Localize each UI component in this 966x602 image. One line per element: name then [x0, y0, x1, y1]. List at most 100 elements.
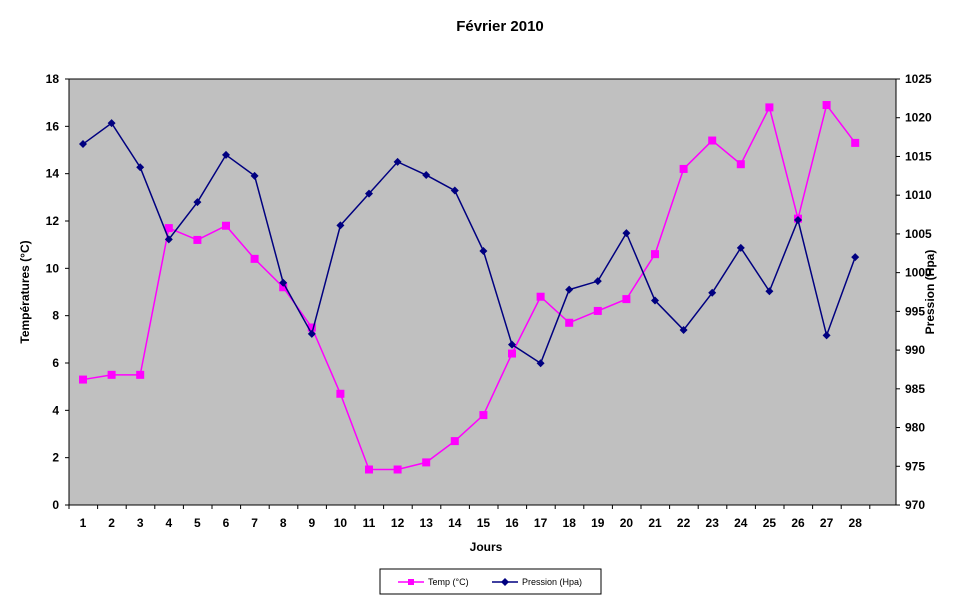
x-tick-label: 27 [820, 516, 834, 530]
x-tick-label: 4 [165, 516, 172, 530]
temp-point [279, 283, 288, 292]
right-tick-label: 1015 [905, 149, 932, 163]
legend-pression-label: Pression (Hpa) [522, 577, 582, 587]
right-tick-label: 975 [905, 459, 925, 473]
x-tick-label: 28 [849, 516, 863, 530]
x-tick-label: 26 [791, 516, 805, 530]
temp-point [365, 465, 373, 474]
pression-point [708, 288, 717, 297]
right-tick-label: 1000 [905, 266, 932, 280]
temp-point [422, 458, 431, 467]
pression-point [679, 325, 688, 334]
left-tick-label: 4 [52, 403, 59, 417]
x-tick-label: 24 [734, 516, 748, 530]
pression-point [593, 277, 602, 286]
x-tick-label: 20 [620, 516, 634, 530]
pression-point [279, 278, 288, 287]
legend-temp-label: Temp (°C) [428, 577, 469, 587]
series-line-pression [82, 122, 856, 365]
temp-point [250, 254, 259, 263]
temp-point [736, 160, 745, 169]
pression-point [651, 296, 659, 305]
x-tick-label: 12 [391, 516, 405, 530]
x-tick-label: 16 [505, 516, 519, 530]
pression-point [450, 186, 459, 195]
temp-point [679, 164, 688, 173]
right-y-axis: 970 975 980 985 990 995 1000 1005 1010 1015 1020 10… [896, 72, 932, 512]
pression-point [365, 189, 373, 198]
pression-point [336, 221, 345, 230]
plot-area [68, 78, 897, 506]
pression-point [136, 163, 145, 172]
pression-point [222, 150, 230, 159]
temp-point [651, 250, 659, 259]
temp-point [393, 465, 402, 474]
x-tick-label: 13 [420, 516, 434, 530]
pression-point [765, 287, 774, 296]
pression-point [822, 331, 831, 340]
x-tick-label: 15 [477, 516, 491, 530]
temp-point [765, 103, 774, 112]
x-tick-label: 2 [108, 516, 115, 530]
pression-point [565, 285, 574, 294]
left-tick-label: 2 [52, 451, 59, 465]
pression-point [79, 140, 87, 149]
legend-pression-marker [501, 578, 509, 586]
x-tick-label: 19 [591, 516, 605, 530]
temp-point [822, 101, 831, 110]
x-tick-label: 14 [448, 516, 462, 530]
pression-point [422, 171, 431, 180]
x-tick-label: 7 [251, 516, 258, 530]
temp-point [479, 411, 488, 420]
left-tick-label: 10 [46, 261, 60, 275]
temp-point [593, 306, 602, 315]
temp-point [565, 318, 574, 327]
pression-point [107, 119, 116, 128]
x-tick-label: 25 [763, 516, 777, 530]
legend-temp-marker [408, 579, 414, 585]
temp-point [851, 138, 860, 147]
right-tick-label: 980 [905, 421, 925, 435]
right-tick-label: 1020 [905, 111, 932, 125]
pression-point [479, 246, 488, 255]
chart-title: Février 2010 [456, 18, 544, 35]
temp-point [508, 349, 516, 358]
x-tick-label: 11 [363, 516, 376, 530]
series-line-temp [82, 103, 856, 471]
temp-point [450, 437, 459, 446]
pression-point [508, 340, 516, 349]
x-tick-label: 8 [280, 516, 287, 530]
temp-point [164, 224, 173, 233]
pression-point [736, 243, 745, 252]
pression-point [536, 359, 545, 368]
x-tick-label: 17 [534, 516, 548, 530]
temp-point [107, 370, 116, 379]
right-tick-label: 1025 [905, 72, 932, 86]
pression-point [193, 198, 202, 207]
right-tick-label: 1010 [905, 188, 932, 202]
temp-point [536, 292, 545, 301]
right-axis-label: Pression (Hpa) [923, 250, 937, 335]
left-tick-label: 0 [52, 498, 59, 512]
pression-point [250, 171, 259, 180]
x-tick-label: 21 [648, 516, 662, 530]
left-y-axis: 0 2 4 6 8 10 12 14 16 18 [46, 72, 69, 512]
legend: Temp (°C) Pression (Hpa) [379, 568, 602, 595]
pression-point [622, 229, 631, 238]
left-tick-label: 12 [46, 214, 60, 228]
temp-point [708, 136, 717, 145]
series-layer [79, 101, 860, 474]
x-tick-label: 5 [194, 516, 201, 530]
x-tick-label: 9 [308, 516, 315, 530]
left-tick-label: 6 [52, 356, 59, 370]
x-axis: 1 2 3 4 5 6 7 8 9 10 11 12 13 14 15 16 17 18 19 20 21 22 23 24 2… [68, 505, 871, 530]
temp-point [222, 221, 230, 230]
left-axis-label: Températures (°C) [18, 240, 32, 343]
left-tick-label: 16 [46, 119, 60, 133]
temp-point [336, 389, 345, 398]
right-tick-label: 985 [905, 382, 925, 396]
right-tick-label: 995 [905, 304, 925, 318]
x-axis-label: Jours [470, 540, 503, 554]
right-tick-label: 1005 [905, 227, 932, 241]
